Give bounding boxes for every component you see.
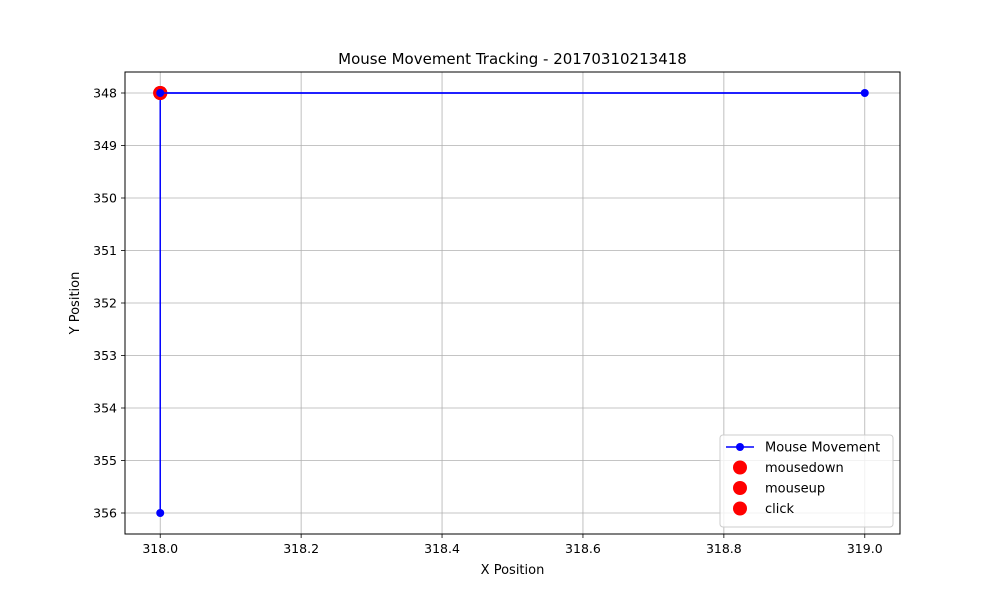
x-tick-label: 318.0 — [142, 541, 178, 556]
x-tick-label: 318.8 — [706, 541, 742, 556]
y-tick-label: 356 — [93, 506, 117, 521]
legend-marker — [733, 481, 747, 495]
chart-title: Mouse Movement Tracking - 20170310213418 — [338, 50, 687, 68]
mouse-movement-point — [156, 509, 165, 517]
axis-ticks: 318.0 318.2 318.4 318.6 318.8 319.0 348 349 350 3… — [93, 86, 883, 557]
legend-marker — [736, 443, 744, 451]
x-tick-label: 318.6 — [565, 541, 601, 556]
legend-label: click — [765, 502, 795, 517]
y-tick-label: 353 — [93, 348, 117, 363]
legend-box — [719, 434, 894, 528]
legend-label: mousedown — [765, 461, 844, 476]
y-tick-label: 349 — [93, 138, 117, 153]
x-tick-label: 318.2 — [283, 541, 319, 556]
legend-label: Mouse Movement — [765, 441, 880, 456]
y-tick-label: 348 — [93, 86, 117, 101]
y-tick-label: 351 — [93, 243, 117, 258]
legend: Mouse Movement mousedown mouseup click — [719, 434, 894, 528]
legend-label: mouseup — [765, 482, 825, 497]
y-tick-label: 355 — [93, 453, 117, 468]
x-axis-label: X Position — [481, 563, 545, 578]
y-tick-label: 354 — [93, 401, 117, 416]
mouse-movement-point-overlay — [156, 89, 165, 97]
y-tick-label: 350 — [93, 191, 117, 206]
y-axis-label: Y Position — [68, 272, 83, 336]
y-tick-label: 352 — [93, 296, 117, 311]
x-tick-label: 319.0 — [847, 541, 883, 556]
x-tick-label: 318.4 — [424, 541, 460, 556]
plot-series — [153, 86, 869, 517]
legend-marker — [733, 501, 747, 516]
legend-marker — [733, 460, 747, 475]
